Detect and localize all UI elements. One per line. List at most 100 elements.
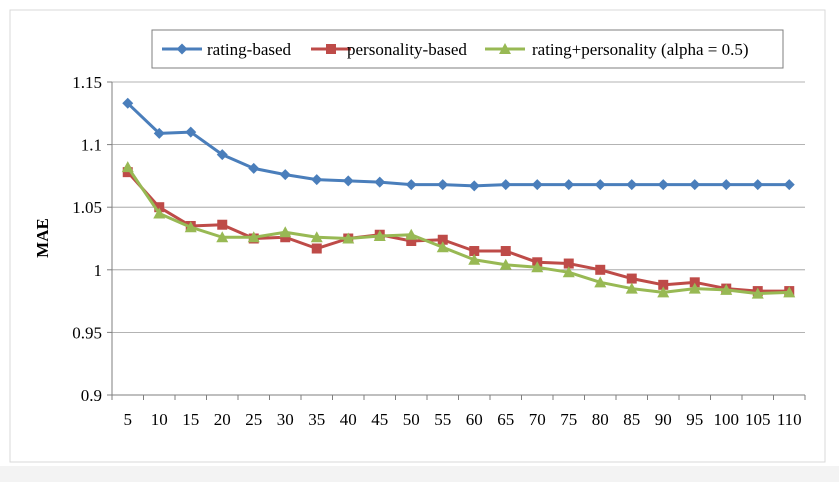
data-point <box>469 246 480 257</box>
x-tick-label: 65 <box>497 410 514 429</box>
data-point <box>468 180 480 192</box>
data-point <box>689 277 700 288</box>
data-point <box>752 179 764 191</box>
data-point <box>406 236 417 247</box>
data-point <box>405 179 417 191</box>
data-point <box>311 243 322 254</box>
y-tick-label: 1.1 <box>81 136 102 155</box>
x-tick-label: 55 <box>434 410 451 429</box>
data-point <box>217 219 228 230</box>
y-tick-label: 1 <box>94 261 103 280</box>
data-point <box>311 174 323 186</box>
series-line <box>126 102 790 188</box>
data-point <box>154 202 165 213</box>
x-tick-label: 75 <box>560 410 577 429</box>
series-lines <box>121 97 796 299</box>
data-point <box>184 221 197 233</box>
data-point <box>121 161 134 173</box>
data-point <box>595 264 606 275</box>
data-point <box>405 228 418 240</box>
x-tick-label: 20 <box>214 410 231 429</box>
data-point <box>499 258 512 270</box>
x-tick-label: 15 <box>182 410 199 429</box>
x-tick-label: 40 <box>340 410 357 429</box>
bottom-strip <box>0 466 839 482</box>
data-point <box>342 232 355 244</box>
data-point <box>373 229 386 241</box>
axes <box>107 81 806 400</box>
data-point <box>531 179 543 191</box>
x-tick-label: 5 <box>124 410 133 429</box>
x-tick-label: 30 <box>277 410 294 429</box>
data-point <box>563 179 575 191</box>
data-point <box>657 286 670 298</box>
data-point <box>310 231 323 243</box>
data-point <box>216 149 228 161</box>
x-tick-label: 60 <box>466 410 483 429</box>
y-tick-label: 0.95 <box>72 323 102 342</box>
data-point <box>751 287 764 299</box>
series-triangle <box>121 161 796 299</box>
legend-label: rating+personality (alpha = 0.5) <box>532 40 749 59</box>
legend-marker <box>499 43 511 54</box>
data-point <box>279 169 291 181</box>
data-point <box>783 179 795 191</box>
legend-marker <box>326 44 336 54</box>
data-point <box>531 261 544 273</box>
data-point <box>279 226 292 238</box>
x-tick-label: 90 <box>655 410 672 429</box>
data-point <box>436 241 449 253</box>
data-point <box>658 279 669 290</box>
data-point <box>689 179 701 191</box>
y-axis-label: MAE <box>33 218 52 258</box>
x-tick-label: 25 <box>245 410 262 429</box>
data-point <box>594 179 606 191</box>
x-tick-labels: 5 10 15 20 25 30 35 40 45 50 55 60 65 70 75 80 85 90 95 100… <box>124 410 802 429</box>
data-point <box>720 283 733 295</box>
data-point <box>563 258 574 269</box>
data-point <box>122 97 134 109</box>
legend-marker <box>176 43 188 55</box>
data-point <box>216 231 229 243</box>
data-point <box>500 179 512 191</box>
x-tick-label: 45 <box>371 410 388 429</box>
data-point <box>468 253 481 265</box>
data-point <box>500 246 511 257</box>
data-point <box>626 273 637 284</box>
data-point <box>720 179 732 191</box>
x-tick-label: 105 <box>745 410 771 429</box>
gridlines <box>112 81 805 333</box>
data-point <box>185 126 197 138</box>
data-point <box>153 207 166 219</box>
legend-box <box>151 29 784 69</box>
y-tick-label: 1.05 <box>72 198 102 217</box>
y-tick-labels: 0.9 0.95 1 1.05 1.1 1.15 <box>72 73 102 405</box>
data-point <box>437 179 449 191</box>
data-point <box>280 232 291 243</box>
legend-label: rating-based <box>207 40 292 59</box>
y-tick-label: 0.9 <box>81 386 102 405</box>
data-point <box>625 282 638 294</box>
series-diamond <box>122 97 795 192</box>
series-line <box>126 171 790 293</box>
x-tick-label: 85 <box>623 410 640 429</box>
legend-label: personality-based <box>347 40 467 59</box>
series-line <box>126 166 790 296</box>
x-tick-label: 95 <box>686 410 703 429</box>
data-point <box>374 176 386 188</box>
data-point <box>657 179 669 191</box>
data-point <box>562 266 575 278</box>
legend: rating-based personality-based rating+pers… <box>151 29 784 69</box>
data-point <box>247 231 260 243</box>
y-tick-label: 1.15 <box>72 73 102 92</box>
data-point <box>153 127 165 139</box>
data-point <box>342 175 354 187</box>
x-tick-label: 10 <box>151 410 168 429</box>
x-tick-label: 35 <box>308 410 325 429</box>
x-tick-label: 110 <box>777 410 802 429</box>
x-tick-label: 80 <box>592 410 609 429</box>
data-point <box>437 234 448 245</box>
data-point <box>626 179 638 191</box>
